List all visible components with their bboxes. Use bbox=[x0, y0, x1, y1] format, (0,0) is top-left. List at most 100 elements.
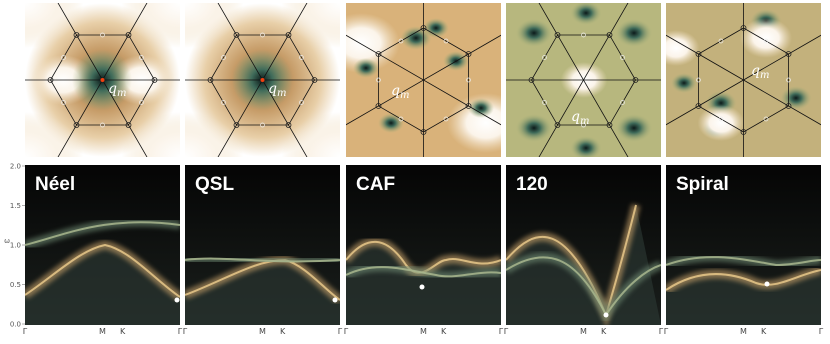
x-tick-label: Γ bbox=[819, 327, 824, 336]
spectrum bbox=[506, 165, 661, 325]
x-tick-label: M bbox=[740, 327, 747, 336]
spectrum-panel: Néel bbox=[25, 165, 180, 325]
x-tick-label: Γ bbox=[659, 327, 664, 336]
x-tick-label: K bbox=[120, 327, 126, 336]
vertex-marker bbox=[695, 51, 702, 57]
vertex-marker bbox=[420, 25, 427, 31]
vertex-marker bbox=[740, 25, 747, 31]
heatmap-spot bbox=[346, 13, 400, 73]
intensity-peak bbox=[419, 284, 425, 290]
intensity-peak bbox=[603, 312, 609, 318]
spectrum bbox=[25, 165, 180, 325]
edge-marker bbox=[299, 100, 304, 105]
x-tick-label: Γ bbox=[23, 327, 28, 336]
heatmap-spot bbox=[185, 112, 244, 157]
panel-title: QSL bbox=[195, 174, 234, 195]
panel-title: Néel bbox=[35, 174, 75, 195]
vertex-marker bbox=[151, 77, 158, 83]
hexagon bbox=[698, 27, 789, 133]
heatmap bbox=[666, 3, 821, 157]
y-tick-label: 1.5 bbox=[10, 202, 21, 210]
heatmap-panel: qm bbox=[25, 3, 180, 157]
annotation-symbol: q bbox=[108, 81, 117, 97]
x-tick-label: M bbox=[420, 327, 427, 336]
vertex-marker bbox=[375, 103, 382, 109]
y-tick-label: 2.0 bbox=[10, 163, 21, 171]
annotation-symbol: q bbox=[571, 109, 580, 125]
edge-marker bbox=[100, 122, 105, 128]
band bbox=[666, 269, 821, 291]
annotation-symbol: q bbox=[268, 81, 277, 97]
vertex-marker bbox=[785, 103, 792, 109]
hexagon bbox=[378, 27, 469, 133]
band bbox=[25, 221, 180, 246]
bz-line bbox=[538, 3, 629, 157]
heatmap-spot bbox=[121, 112, 180, 157]
annotation-subscript: m bbox=[117, 88, 126, 99]
heatmap-spot bbox=[671, 73, 697, 93]
vertex-marker bbox=[285, 32, 292, 38]
x-tick-label: M bbox=[580, 327, 587, 336]
heatmap-spot bbox=[468, 98, 494, 118]
heatmap-spot bbox=[185, 3, 244, 48]
x-tick-label: K bbox=[761, 327, 767, 336]
vertex-marker bbox=[554, 122, 561, 128]
vertex-marker bbox=[285, 122, 292, 128]
edge-marker bbox=[443, 38, 449, 44]
annotation-subscript: m bbox=[277, 88, 286, 99]
heatmap-spot bbox=[515, 114, 553, 142]
intensity-peak bbox=[764, 281, 770, 287]
annotation: qm bbox=[108, 81, 126, 99]
heatmap-spot bbox=[25, 112, 84, 157]
panel-title: 120 bbox=[516, 174, 548, 195]
edge-marker bbox=[763, 38, 769, 44]
vertex-marker bbox=[465, 103, 472, 109]
vertex-marker bbox=[125, 32, 132, 38]
x-tick-label: M bbox=[99, 327, 106, 336]
heatmap bbox=[346, 3, 501, 157]
edge-marker bbox=[581, 32, 586, 38]
heatmap-panel: qm bbox=[506, 3, 661, 157]
bz-line bbox=[346, 34, 501, 126]
annotation-subscript: m bbox=[400, 90, 409, 101]
x-tick-label: Γ bbox=[499, 327, 504, 336]
edge-marker bbox=[260, 32, 265, 38]
band bbox=[346, 266, 501, 278]
heatmap-spot bbox=[615, 19, 653, 47]
edge-marker bbox=[376, 77, 381, 83]
x-tick-label: Γ bbox=[504, 327, 509, 336]
x-tick-label: Γ bbox=[344, 327, 349, 336]
edge-marker bbox=[398, 38, 404, 44]
edge-marker bbox=[398, 116, 404, 122]
continuum bbox=[185, 260, 340, 325]
edge-marker bbox=[718, 38, 724, 44]
edge-marker bbox=[100, 32, 105, 38]
annotation: qm bbox=[268, 81, 286, 99]
y-tick-label: 0.0 bbox=[10, 321, 21, 329]
annotation: qm bbox=[751, 63, 769, 81]
heatmap-spot bbox=[378, 113, 404, 133]
continuum bbox=[25, 245, 180, 325]
spectrum-panel: 120 bbox=[506, 165, 661, 325]
edge-marker bbox=[542, 55, 547, 60]
vertex-marker bbox=[233, 32, 240, 38]
spectrum-panel: CAF bbox=[346, 165, 501, 325]
edge-marker bbox=[620, 55, 625, 60]
edge-marker bbox=[718, 116, 724, 122]
band bbox=[185, 257, 340, 263]
spectrum bbox=[666, 165, 821, 325]
y-tick-label: 0.5 bbox=[10, 281, 21, 289]
edge-marker bbox=[61, 55, 66, 60]
vertex-marker bbox=[465, 51, 472, 57]
vertex-marker bbox=[311, 77, 318, 83]
spectrum bbox=[346, 165, 501, 325]
vertex-marker bbox=[606, 122, 613, 128]
qm-dot bbox=[100, 78, 105, 82]
edge-marker bbox=[466, 77, 471, 83]
x-tick-label: Γ bbox=[178, 327, 183, 336]
heatmap-spot bbox=[353, 58, 379, 78]
intensity-peak bbox=[332, 297, 338, 303]
annotation: qm bbox=[391, 83, 409, 101]
annotation-subscript: m bbox=[760, 70, 769, 81]
x-tick-label: Γ bbox=[183, 327, 188, 336]
